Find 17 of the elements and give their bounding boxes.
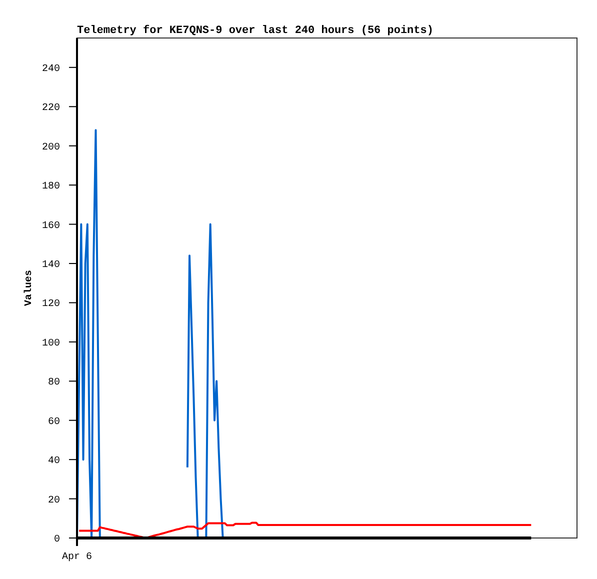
y-tick-label: 80 bbox=[48, 378, 60, 389]
y-tick-label: 180 bbox=[42, 182, 60, 193]
y-tick-label: 40 bbox=[48, 456, 60, 468]
y-tick-label: 160 bbox=[42, 220, 60, 232]
y-tick-label: 0 bbox=[54, 534, 60, 546]
y-axis-title: Values bbox=[23, 270, 35, 306]
line-series bbox=[78, 522, 532, 539]
y-tick-label: 140 bbox=[42, 260, 60, 271]
chart-title: Telemetry for KE7QNS-9 over last 240 hours (56 points) bbox=[77, 24, 434, 37]
y-tick-label: 220 bbox=[42, 103, 60, 114]
y-tick-label: 60 bbox=[48, 416, 60, 428]
y-tick-label: 20 bbox=[48, 495, 60, 506]
y-tick-label: 100 bbox=[42, 338, 60, 350]
y-tick-label: 200 bbox=[42, 142, 60, 154]
y-tick-label: 240 bbox=[42, 64, 60, 75]
x-tick-label: Apr 6 bbox=[62, 552, 92, 563]
y-tick-label: 120 bbox=[42, 299, 60, 310]
